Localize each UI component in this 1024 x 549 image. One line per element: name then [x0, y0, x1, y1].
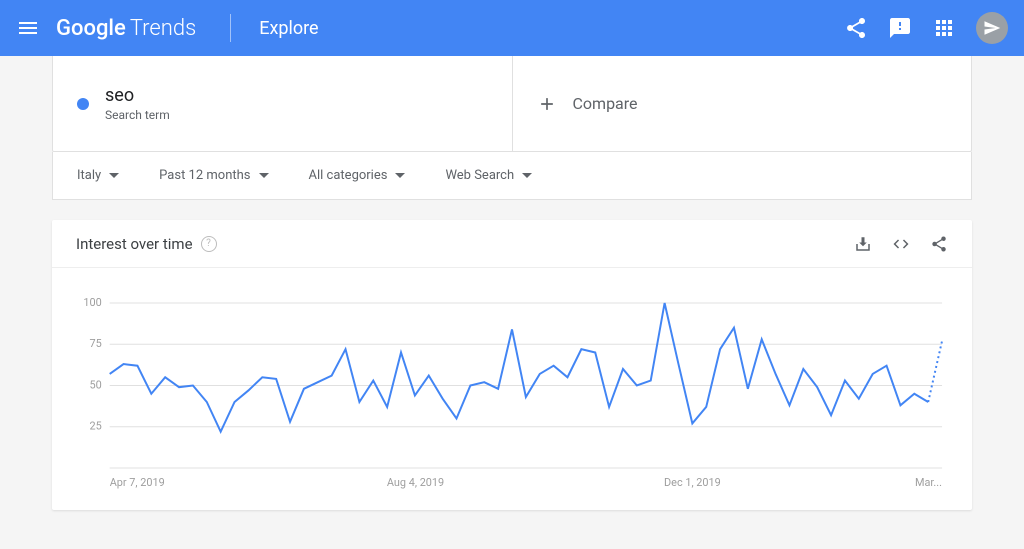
app-header: Google Trends Explore [0, 0, 1024, 56]
svg-text:50: 50 [90, 378, 102, 391]
compare-cell[interactable]: Compare [513, 56, 972, 151]
filter-region[interactable]: Italy [77, 168, 119, 183]
feedback-icon[interactable] [888, 16, 912, 40]
explore-label[interactable]: Explore [259, 18, 318, 39]
chart-svg: 25 50 75 100 Apr 7, 2019 Aug 4, 2019 Dec 1, 20… [76, 298, 948, 498]
svg-text:Mar...: Mar... [915, 476, 942, 489]
avatar[interactable] [976, 12, 1008, 44]
download-icon[interactable] [854, 235, 872, 253]
filter-bar: Italy Past 12 months All categories Web … [52, 152, 972, 200]
filter-category[interactable]: All categories [309, 168, 406, 183]
term-subtitle: Search term [105, 108, 170, 122]
embed-icon[interactable] [892, 235, 910, 253]
svg-text:Apr 7, 2019: Apr 7, 2019 [110, 476, 165, 489]
filter-time[interactable]: Past 12 months [159, 168, 268, 183]
svg-text:100: 100 [83, 298, 101, 309]
chevron-down-icon [109, 171, 119, 181]
avatar-icon [983, 19, 1001, 37]
term-card: seo Search term Compare [52, 56, 972, 152]
share-icon[interactable] [844, 16, 868, 40]
svg-text:75: 75 [90, 337, 102, 350]
chevron-down-icon [522, 171, 532, 181]
logo-google: Google [56, 16, 126, 41]
filter-search-type[interactable]: Web Search [445, 168, 532, 183]
term-cell[interactable]: seo Search term [53, 56, 513, 151]
svg-text:Dec 1, 2019: Dec 1, 2019 [664, 476, 721, 489]
term-text: seo Search term [105, 85, 170, 122]
chart-actions [854, 235, 948, 253]
chart-title: Interest over time ? [76, 235, 217, 253]
header-right [844, 12, 1008, 44]
filter-region-label: Italy [77, 168, 101, 183]
svg-text:25: 25 [90, 420, 102, 433]
compare-label: Compare [573, 94, 638, 113]
header-divider [230, 14, 231, 42]
term-label: seo [105, 85, 170, 106]
plus-icon [537, 94, 557, 114]
chevron-down-icon [259, 171, 269, 181]
svg-text:Aug 4, 2019: Aug 4, 2019 [387, 476, 444, 489]
chevron-down-icon [395, 171, 405, 181]
filter-search-type-label: Web Search [445, 168, 514, 183]
header-left: Google Trends Explore [16, 14, 319, 42]
filter-category-label: All categories [309, 168, 388, 183]
chart-header: Interest over time ? [52, 220, 972, 268]
filter-time-label: Past 12 months [159, 168, 250, 183]
logo-trends: Trends [130, 16, 196, 41]
chart-body: 25 50 75 100 Apr 7, 2019 Aug 4, 2019 Dec 1, 20… [52, 268, 972, 510]
logo[interactable]: Google Trends [56, 16, 196, 41]
apps-icon[interactable] [932, 16, 956, 40]
term-dot [77, 98, 89, 110]
help-icon[interactable]: ? [201, 236, 217, 252]
menu-icon[interactable] [16, 16, 40, 40]
chart-card: Interest over time ? 25 50 75 100 Apr 7, 201… [52, 220, 972, 510]
main-container: seo Search term Compare Italy Past 12 mo… [52, 56, 972, 510]
share-chart-icon[interactable] [930, 235, 948, 253]
chart-title-text: Interest over time [76, 235, 193, 253]
